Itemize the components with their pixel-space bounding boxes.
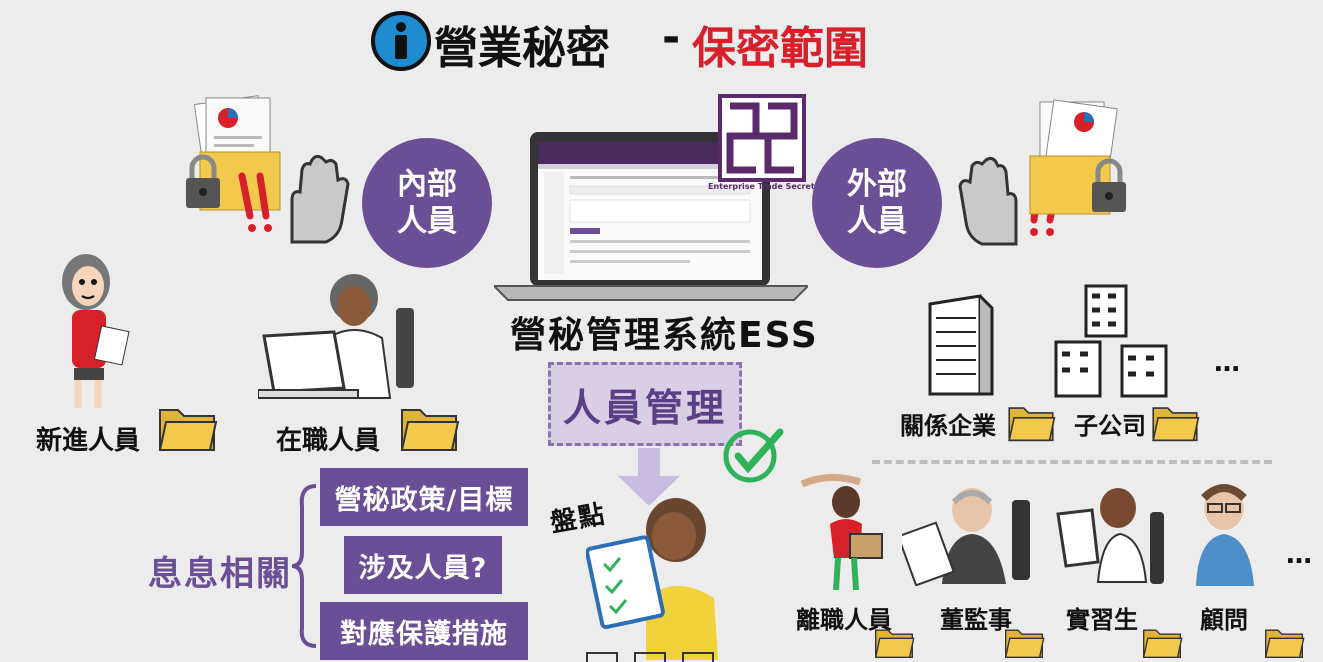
related-item-policy-label: 營秘政策/目標 xyxy=(334,484,514,516)
folder-icon xyxy=(400,409,460,451)
divider-line xyxy=(872,460,1272,464)
ess-logo-caption: Enterprise Trade Secret System xyxy=(708,182,851,191)
internal-circle-label: 內部 人員 xyxy=(397,166,457,240)
inventory-checklist-figure xyxy=(586,498,718,660)
folder-icon xyxy=(874,629,915,658)
working-employee-figure xyxy=(258,274,414,399)
check-icon xyxy=(723,428,784,483)
info-icon xyxy=(371,11,431,71)
title-part1: 營業秘密 xyxy=(434,23,610,74)
related-item-personnel: 涉及人員? xyxy=(344,536,502,594)
small-box xyxy=(634,652,666,662)
internal-person-new: 新進人員 xyxy=(36,426,141,456)
personnel-management-label: 人員管理 xyxy=(562,385,727,430)
external-entity-affiliates: 關係企業 xyxy=(900,412,996,440)
stop-hand-icon xyxy=(290,154,350,244)
brace-icon xyxy=(291,484,317,648)
other-person-consultant: 顧問 xyxy=(1200,606,1248,634)
confidential-folder-illustration-left xyxy=(186,95,281,211)
related-item-personnel-label: 涉及人員? xyxy=(358,552,488,584)
confidential-folder-illustration-right xyxy=(1029,99,1126,215)
related-item-policy: 營秘政策/目標 xyxy=(320,468,528,526)
external-circle-label: 外部 人員 xyxy=(847,166,907,240)
small-boxes xyxy=(586,648,716,662)
folder-icon xyxy=(1004,629,1045,658)
folder-icon xyxy=(1008,407,1056,442)
intern-figure xyxy=(1056,488,1164,584)
down-arrow-icon xyxy=(618,448,680,506)
small-box xyxy=(586,652,618,662)
external-more-dots: … xyxy=(1214,348,1242,378)
title-part2: 保密範圍 xyxy=(692,23,868,74)
building-icon xyxy=(928,294,994,396)
title-dash: - xyxy=(662,12,681,63)
small-box xyxy=(682,652,714,662)
folder-icon xyxy=(1152,407,1200,442)
external-personnel-circle: 外部 人員 xyxy=(812,138,942,268)
laptop-system-screenshot xyxy=(494,132,808,301)
ess-logo xyxy=(718,94,806,182)
external-entity-subsidiary: 子公司 xyxy=(1074,412,1146,440)
apartment-buildings-icon xyxy=(1054,284,1168,398)
stop-hand-icon xyxy=(958,156,1018,246)
other-person-director: 董監事 xyxy=(940,606,1012,634)
consultant-figure xyxy=(1196,484,1254,586)
folder-icon xyxy=(158,409,218,451)
internal-person-current: 在職人員 xyxy=(276,426,381,456)
title-bar: 營業秘密 - 保密範圍 xyxy=(370,8,930,74)
related-item-measures: 對應保護措施 xyxy=(320,602,528,660)
internal-personnel-circle: 內部 人員 xyxy=(362,138,492,268)
personnel-management-box: 人員管理 xyxy=(548,362,742,446)
new-employee-figure xyxy=(62,254,130,408)
other-person-departing: 離職人員 xyxy=(796,606,892,634)
folder-icon xyxy=(1142,629,1183,658)
ess-system-label: 營秘管理系統ESS xyxy=(510,315,819,356)
other-person-intern: 實習生 xyxy=(1066,606,1138,634)
related-item-measures-label: 對應保護措施 xyxy=(340,618,508,650)
related-label: 息息相關 xyxy=(148,554,292,594)
folder-icon xyxy=(1264,629,1305,658)
alert-exclamation-icon xyxy=(238,172,272,232)
departing-employee-figure xyxy=(800,474,883,591)
others-more-dots: … xyxy=(1286,540,1314,570)
director-figure xyxy=(902,488,1030,586)
